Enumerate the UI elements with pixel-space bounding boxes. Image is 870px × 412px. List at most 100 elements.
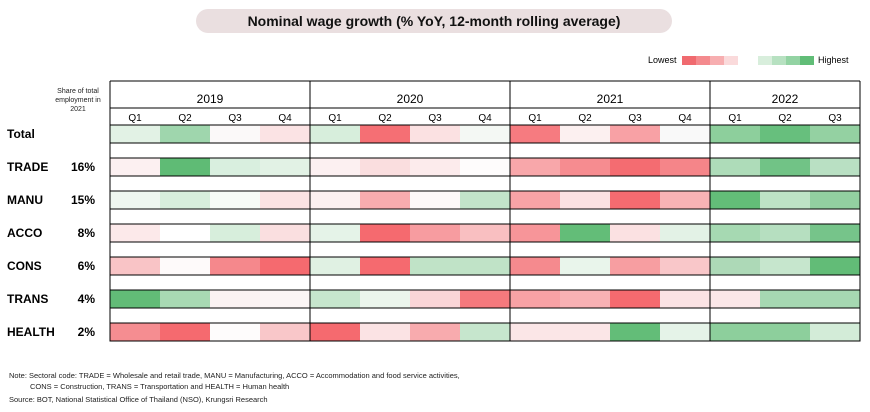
legend-swatch	[696, 56, 710, 65]
heatmap-cell	[110, 158, 160, 176]
heatmap-cell	[710, 224, 760, 242]
heatmap-cell	[760, 224, 810, 242]
legend-swatch	[800, 56, 814, 65]
heatmap-cell	[710, 158, 760, 176]
heatmap-cell	[210, 323, 260, 341]
heatmap-cell	[460, 224, 510, 242]
quarter-label: Q3	[828, 113, 842, 124]
heatmap-cell	[760, 290, 810, 308]
heatmap-cell	[310, 290, 360, 308]
row-label: Total	[7, 127, 35, 141]
legend-low-label: Lowest	[648, 55, 677, 65]
heatmap-cell	[560, 191, 610, 209]
row-label: TRADE	[7, 160, 48, 174]
heatmap-cell	[210, 257, 260, 275]
heatmap-cell	[110, 257, 160, 275]
quarter-label: Q3	[628, 113, 642, 124]
heatmap-cell	[710, 257, 760, 275]
heatmap-cell	[610, 323, 660, 341]
heatmap-cell	[660, 191, 710, 209]
year-label: 2019	[197, 92, 224, 106]
heatmap-cell	[560, 323, 610, 341]
heatmap-cell	[460, 257, 510, 275]
heatmap-cell	[760, 125, 810, 143]
quarter-label: Q1	[528, 113, 542, 124]
heatmap-cell	[360, 191, 410, 209]
heatmap-cell	[760, 158, 810, 176]
quarter-label: Q3	[428, 113, 442, 124]
year-label: 2021	[597, 92, 624, 106]
quarter-label: Q2	[578, 113, 592, 124]
heatmap-cell	[410, 224, 460, 242]
heatmap-cell	[610, 191, 660, 209]
heatmap-cell	[460, 323, 510, 341]
heatmap-cell	[310, 191, 360, 209]
heatmap-cell	[210, 125, 260, 143]
legend-swatch	[710, 56, 724, 65]
heatmap-cell	[810, 224, 860, 242]
heatmap-cell	[710, 125, 760, 143]
heatmap-cell	[110, 191, 160, 209]
heatmap-cell	[760, 191, 810, 209]
row-share: 6%	[78, 259, 96, 273]
heatmap-cell	[410, 323, 460, 341]
heatmap-cell	[360, 323, 410, 341]
heatmap-cell	[310, 125, 360, 143]
heatmap-cell	[710, 191, 760, 209]
heatmap-cell	[510, 224, 560, 242]
heatmap-cell	[210, 290, 260, 308]
legend-swatch	[772, 56, 786, 65]
heatmap-cell	[810, 257, 860, 275]
quarter-label: Q3	[228, 113, 242, 124]
heatmap-cell	[160, 257, 210, 275]
heatmap-cell	[510, 290, 560, 308]
chart-title: Nominal wage growth (% YoY, 12-month rol…	[196, 9, 672, 33]
heatmap-cell	[360, 125, 410, 143]
heatmap-cell	[360, 257, 410, 275]
legend-swatch	[724, 56, 738, 65]
heatmap-cell	[810, 191, 860, 209]
heatmap-cell	[460, 290, 510, 308]
heatmap-cell	[460, 191, 510, 209]
note-line-1: Note: Sectoral code: TRADE = Wholesale a…	[9, 371, 460, 380]
heatmap-cell	[110, 290, 160, 308]
heatmap-cell	[160, 323, 210, 341]
legend: Lowest Highest	[0, 54, 870, 68]
heatmap-cell	[660, 257, 710, 275]
heatmap-cell	[610, 125, 660, 143]
heatmap-cell	[660, 224, 710, 242]
quarter-label: Q4	[478, 113, 492, 124]
heatmap-cell	[560, 290, 610, 308]
heatmap-cell	[610, 257, 660, 275]
row-label: ACCO	[7, 226, 42, 240]
heatmap-cell	[510, 323, 560, 341]
heatmap-cell	[610, 158, 660, 176]
heatmap-cell	[110, 323, 160, 341]
heatmap-cell	[810, 290, 860, 308]
heatmap-cell	[110, 224, 160, 242]
heatmap-cell	[160, 290, 210, 308]
quarter-label: Q2	[178, 113, 192, 124]
year-label: 2020	[397, 92, 424, 106]
heatmap-cell	[610, 224, 660, 242]
quarter-label: Q4	[678, 113, 692, 124]
heatmap-cell	[160, 224, 210, 242]
heatmap-cell	[460, 158, 510, 176]
heatmap-cell	[210, 158, 260, 176]
row-label: MANU	[7, 193, 43, 207]
heatmap-cell	[560, 257, 610, 275]
heatmap-cell	[360, 158, 410, 176]
heatmap-cell	[260, 224, 310, 242]
source-note: Source: BOT, National Statistical Office…	[9, 395, 268, 404]
heatmap-cell	[660, 158, 710, 176]
row-label: CONS	[7, 259, 42, 273]
heatmap-cell	[410, 257, 460, 275]
heatmap-cell	[260, 290, 310, 308]
heatmap-cell	[760, 257, 810, 275]
heatmap-cell	[510, 125, 560, 143]
heatmap-cell	[810, 158, 860, 176]
heatmap-cell	[260, 257, 310, 275]
heatmap-cell	[260, 191, 310, 209]
heatmap-cell	[510, 158, 560, 176]
heatmap-cell	[560, 224, 610, 242]
